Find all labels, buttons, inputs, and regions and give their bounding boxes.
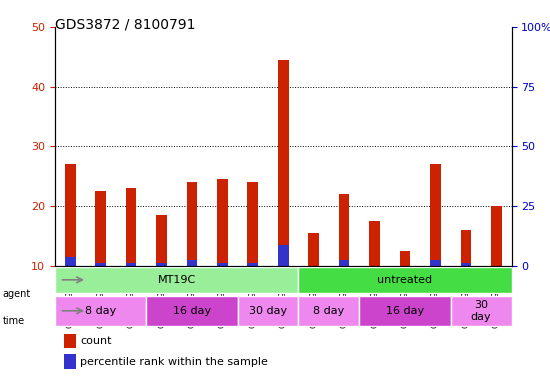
Bar: [156, 263, 167, 266]
Bar: [64, 334, 75, 348]
Bar: [126, 188, 136, 266]
Text: 16 day: 16 day: [173, 306, 211, 316]
Bar: [186, 260, 197, 266]
Bar: [491, 206, 502, 266]
Text: time: time: [3, 316, 25, 326]
Text: 30 day: 30 day: [249, 306, 287, 316]
Text: MT19C: MT19C: [158, 275, 196, 285]
Bar: [309, 233, 319, 266]
FancyBboxPatch shape: [146, 296, 238, 326]
Text: 8 day: 8 day: [314, 306, 344, 316]
Bar: [95, 191, 106, 266]
Text: count: count: [80, 336, 112, 346]
Bar: [186, 182, 197, 266]
Bar: [369, 221, 380, 266]
FancyBboxPatch shape: [55, 267, 299, 293]
Bar: [460, 230, 471, 266]
Bar: [126, 263, 136, 266]
Text: 16 day: 16 day: [386, 306, 424, 316]
Text: GDS3872 / 8100791: GDS3872 / 8100791: [55, 17, 195, 31]
Text: 8 day: 8 day: [85, 306, 116, 316]
Bar: [400, 251, 410, 266]
FancyBboxPatch shape: [299, 267, 512, 293]
FancyBboxPatch shape: [450, 296, 512, 326]
Text: agent: agent: [3, 289, 31, 299]
Bar: [65, 164, 75, 266]
Bar: [278, 245, 289, 266]
FancyBboxPatch shape: [238, 296, 299, 326]
Text: percentile rank within the sample: percentile rank within the sample: [80, 357, 268, 367]
Bar: [217, 263, 228, 266]
Bar: [339, 260, 349, 266]
FancyBboxPatch shape: [359, 296, 450, 326]
FancyBboxPatch shape: [55, 296, 146, 326]
Bar: [248, 182, 258, 266]
Bar: [95, 263, 106, 266]
Text: untreated: untreated: [377, 275, 432, 285]
Bar: [278, 60, 289, 266]
Text: 30
day: 30 day: [471, 300, 491, 322]
Bar: [460, 263, 471, 266]
Bar: [339, 194, 349, 266]
Bar: [65, 257, 75, 266]
Bar: [430, 260, 441, 266]
Bar: [430, 164, 441, 266]
FancyBboxPatch shape: [299, 296, 359, 326]
Bar: [156, 215, 167, 266]
Bar: [64, 354, 75, 369]
Bar: [217, 179, 228, 266]
Bar: [248, 263, 258, 266]
